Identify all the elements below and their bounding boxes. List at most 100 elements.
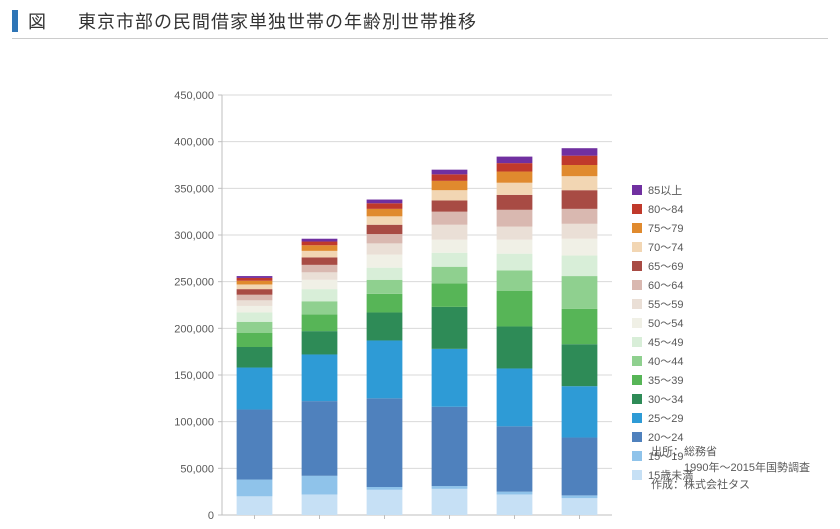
bar-segment (302, 289, 338, 301)
bar-segment (367, 340, 403, 398)
bar-segment (237, 276, 273, 278)
bar-segment (497, 157, 533, 164)
bar-segment (237, 347, 273, 368)
x-tick-label: 2015 (567, 522, 591, 523)
bar-segment (367, 398, 403, 487)
legend-label: 80～84 (648, 204, 683, 216)
bar-segment (302, 354, 338, 401)
bar-segment (367, 243, 403, 254)
bar-segment (432, 200, 468, 211)
bar-segment (432, 190, 468, 200)
bar-segment (237, 496, 273, 515)
legend-swatch (632, 451, 642, 461)
bar-segment (432, 407, 468, 486)
legend-label: 40～44 (648, 356, 683, 368)
bar-segment (562, 239, 598, 256)
bar-segment (367, 487, 403, 490)
y-tick-label: 450,000 (174, 90, 214, 102)
bar-segment (302, 401, 338, 476)
legend-swatch (632, 280, 642, 290)
bar-segment (432, 349, 468, 407)
x-tick-label: 1995 (307, 522, 331, 523)
bar-segment (432, 253, 468, 267)
bar-segment (367, 268, 403, 280)
title-prefix: 図 (28, 12, 47, 32)
bar-segment (237, 322, 273, 333)
legend-swatch (632, 375, 642, 385)
bar-segment (367, 294, 403, 313)
legend-label: 85以上 (648, 184, 682, 197)
bar-segment (497, 195, 533, 210)
bar-segment (237, 295, 273, 301)
legend-label: 45～49 (648, 337, 683, 349)
legend-swatch (632, 185, 642, 195)
source-line: 作成：株式会社タス (651, 477, 810, 494)
bar-segment (237, 410, 273, 480)
bar-segment (497, 163, 533, 171)
bar-segment (302, 331, 338, 354)
bar-segment (367, 255, 403, 268)
bar-segment (562, 256, 598, 277)
bar-segment (367, 225, 403, 234)
bar-segment (562, 438, 598, 496)
bar-segment (497, 227, 533, 240)
bar-segment (562, 498, 598, 515)
bar-segment (562, 156, 598, 165)
legend-swatch (632, 337, 642, 347)
bar-segment (497, 183, 533, 195)
y-tick-label: 250,000 (174, 277, 214, 289)
bar-segment (237, 333, 273, 347)
title-main: 東京市部の民間借家単独世帯の年齢別世帯推移 (78, 12, 477, 32)
y-tick-label: 50,000 (180, 463, 214, 475)
bar-segment (432, 181, 468, 190)
bar-segment (497, 492, 533, 495)
legend-label: 60～64 (648, 280, 683, 292)
bar-segment (432, 307, 468, 349)
legend-swatch (632, 204, 642, 214)
bar-segment (562, 495, 598, 498)
bar-segment (497, 172, 533, 183)
bar-segment (497, 326, 533, 368)
bar-segment (302, 494, 338, 515)
bar-segment (432, 212, 468, 225)
bar-segment (237, 281, 273, 285)
bar-segment (497, 254, 533, 271)
bar-segment (302, 265, 338, 272)
bar-segment (367, 209, 403, 216)
bar-segment (497, 494, 533, 515)
bar-segment (237, 300, 273, 306)
bar-segment (302, 242, 338, 246)
bar-segment (237, 278, 273, 281)
legend-swatch (632, 356, 642, 366)
x-tick-label: 2005 (437, 522, 461, 523)
bar-segment (367, 203, 403, 209)
y-tick-label: 350,000 (174, 183, 214, 195)
legend-swatch (632, 299, 642, 309)
bar-segment (432, 240, 468, 253)
bar-segment (497, 426, 533, 491)
bar-segment (367, 312, 403, 340)
legend-label: 30～34 (648, 394, 683, 406)
bar-segment (432, 284, 468, 307)
bar-segment (497, 270, 533, 291)
bar-segment (237, 289, 273, 295)
legend-swatch (632, 413, 642, 423)
legend-swatch (632, 432, 642, 442)
bar-segment (302, 314, 338, 331)
bar-segment (302, 251, 338, 258)
bar-segment (497, 210, 533, 227)
bar-segment (562, 344, 598, 386)
y-tick-label: 150,000 (174, 370, 214, 382)
bar-segment (302, 257, 338, 264)
y-tick-label: 200,000 (174, 323, 214, 335)
bar-segment (237, 312, 273, 321)
bar-segment (302, 476, 338, 495)
bar-segment (497, 368, 533, 426)
legend-swatch (632, 394, 642, 404)
bar-segment (562, 386, 598, 437)
bar-segment (302, 301, 338, 314)
bar-segment (367, 200, 403, 204)
bar-segment (237, 284, 273, 289)
x-tick-label: 2000 (372, 522, 396, 523)
legend-swatch (632, 318, 642, 328)
